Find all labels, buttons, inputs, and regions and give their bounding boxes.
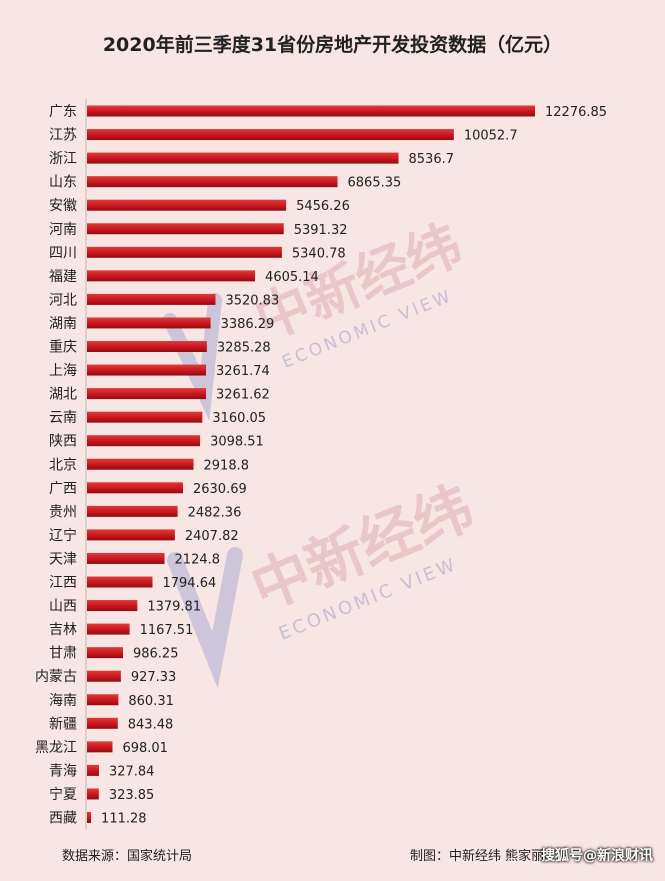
category-label: 宁夏: [49, 786, 77, 803]
value-label: 3520.83: [225, 293, 279, 308]
category-label: 河南: [49, 222, 77, 238]
bar: [87, 741, 113, 753]
value-label: 3160.05: [212, 411, 266, 426]
bar: [87, 317, 211, 329]
value-label: 698.01: [122, 741, 168, 756]
bar: [87, 411, 203, 423]
category-label: 甘肃: [49, 646, 77, 662]
chart-title: 2020年前三季度31省份房地产开发投资数据（亿元）: [102, 34, 563, 56]
bar: [87, 764, 99, 776]
category-label: 湖南: [49, 316, 77, 332]
bar: [87, 694, 119, 706]
category-label: 内蒙古: [35, 669, 77, 685]
bar: [87, 176, 338, 188]
category-label: 山东: [49, 175, 77, 191]
bar: [87, 458, 194, 470]
value-label: 10052.7: [464, 129, 518, 144]
category-label: 湖北: [49, 387, 77, 403]
bar: [87, 223, 284, 235]
category-label: 北京: [49, 457, 77, 473]
data-source-note: 数据来源：国家统计局: [62, 849, 193, 864]
category-label: 福建: [49, 269, 77, 285]
value-label: 3261.74: [216, 364, 270, 379]
value-label: 5391.32: [294, 223, 348, 238]
bar: [87, 246, 282, 258]
value-label: 6865.35: [348, 176, 402, 191]
bar: [87, 270, 256, 282]
value-label: 2482.36: [188, 505, 242, 520]
bar: [87, 105, 535, 117]
category-label: 新疆: [49, 716, 77, 732]
value-label: 1167.51: [140, 623, 194, 638]
category-label: 山西: [49, 599, 77, 615]
bars-group: 广东 12276.85 江苏 10052.7 浙江 8536.7 山东 6865.35 安徽 54…: [35, 104, 607, 827]
category-label: 天津: [49, 551, 77, 567]
value-label: 2407.82: [185, 529, 239, 544]
value-label: 2918.8: [204, 458, 250, 473]
value-label: 3098.51: [210, 435, 264, 450]
category-label: 黑龙江: [35, 740, 77, 756]
value-label: 927.33: [131, 670, 177, 685]
bar: [87, 482, 183, 494]
category-label: 重庆: [49, 340, 77, 356]
bar: [87, 505, 178, 517]
category-label: 云南: [49, 410, 77, 426]
value-label: 2124.8: [175, 552, 221, 567]
platform-watermark: 搜狐号@新浪财讯: [541, 848, 653, 864]
bar: [87, 788, 99, 800]
category-label: 河北: [49, 292, 77, 308]
bar: [87, 388, 207, 400]
value-label: 327.84: [109, 764, 154, 779]
bar: [87, 812, 92, 823]
value-label: 323.85: [109, 788, 154, 803]
bar: [87, 199, 287, 211]
value-label: 3261.62: [216, 388, 270, 403]
bar: [87, 552, 165, 564]
category-label: 吉林: [49, 622, 77, 638]
value-label: 3386.29: [221, 317, 275, 332]
bar: [87, 529, 175, 541]
value-label: 4605.14: [265, 270, 319, 285]
category-label: 陕西: [49, 434, 77, 450]
bar: [87, 647, 123, 659]
value-label: 1379.81: [147, 600, 201, 615]
category-label: 贵州: [49, 504, 77, 520]
value-label: 8536.7: [409, 152, 455, 167]
bar: [87, 129, 454, 141]
bar: [87, 717, 118, 729]
value-label: 12276.85: [545, 105, 607, 120]
bar: [87, 293, 216, 305]
bar: [87, 623, 130, 635]
value-label: 843.48: [128, 717, 174, 732]
bar: [87, 435, 201, 447]
value-label: 5340.78: [292, 246, 346, 261]
category-label: 辽宁: [49, 527, 77, 544]
bar: [87, 576, 153, 588]
category-label: 上海: [49, 363, 77, 379]
bar: [87, 670, 121, 682]
category-label: 四川: [49, 245, 77, 261]
bar: [87, 152, 399, 164]
category-label: 安徽: [49, 198, 77, 214]
category-label: 广东: [49, 104, 77, 120]
category-label: 海南: [49, 693, 77, 709]
value-label: 111.28: [101, 812, 146, 827]
category-label: 江西: [49, 575, 77, 591]
value-label: 986.25: [133, 647, 179, 662]
value-label: 2630.69: [193, 482, 247, 497]
value-label: 1794.64: [162, 576, 216, 591]
bar: [87, 364, 207, 376]
value-label: 860.31: [128, 694, 174, 709]
bar: [87, 341, 207, 352]
category-label: 江苏: [49, 128, 77, 144]
category-label: 青海: [49, 763, 77, 779]
bar: [87, 600, 138, 612]
chart-credit: 制图：中新经纬 熊家丽: [410, 849, 545, 864]
category-label: 西藏: [49, 811, 77, 827]
category-label: 浙江: [49, 151, 77, 167]
category-label: 广西: [49, 481, 77, 497]
value-label: 5456.26: [296, 199, 350, 214]
value-label: 3285.28: [217, 341, 271, 356]
